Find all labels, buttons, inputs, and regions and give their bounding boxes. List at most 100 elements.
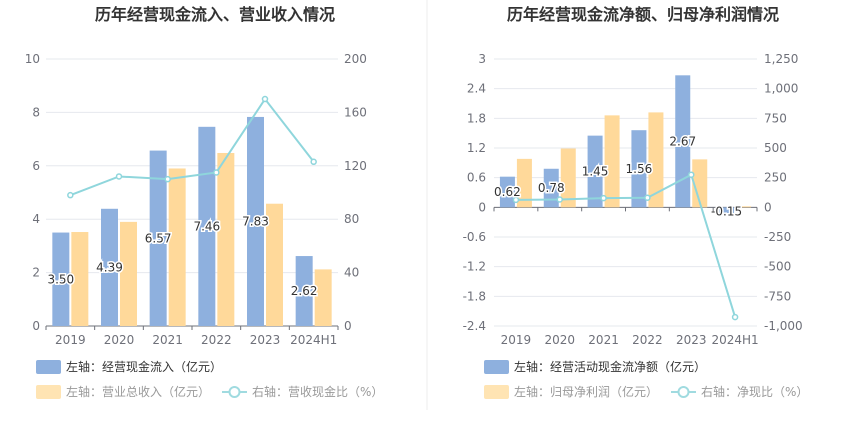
line-point [115,173,123,180]
line-point [164,175,171,183]
y-left-tick-label: -0.6 [463,230,486,244]
chart-cash-inflow-revenue: 历年经营现金流入、营业收入情况 3.50 4.39 6.57 7.46 7.83 2.62… [25,5,383,399]
line-point [600,194,607,202]
data-labels: 3.50 4.39 6.57 7.46 7.83 2.62 [46,213,319,300]
y-left-tick-label: 0 [478,200,486,214]
y-left-tick-label: 6 [32,159,40,173]
x-axis: 2019 2020 2021 2022 2023 2024H1 [493,207,759,347]
legend-swatch [36,385,61,399]
bar-series [52,116,332,327]
legend: 左轴：经营活动现金流净额（亿元） 左轴：归母净利润（亿元） 右轴：净现比（%） [484,359,808,399]
bar [314,269,332,326]
y-left-tick-label: -1.2 [463,260,486,274]
data-label: 3.50 [47,272,74,286]
bar [217,152,235,326]
line-point [67,191,74,199]
y-left-tick-label: -1.8 [463,289,486,303]
legend-item: 左轴：经营活动现金流净额（亿元） [484,359,706,374]
legend: 左轴：经营现金流入（亿元） 左轴：营业总收入（亿元） 右轴：营收现金比（%） [36,359,383,399]
data-label: 7.83 [242,214,269,228]
legend-swatch [36,360,61,374]
x-axis: 2019 2020 2021 2022 2023 2024H1 [45,326,339,347]
y-left-tick-label: -2.4 [463,319,486,333]
x-tick-label: 2024H1 [290,333,337,347]
legend-label: 左轴：经营活动现金流净额（亿元） [514,359,706,374]
data-label: 7.46 [193,219,220,233]
bar [543,168,559,208]
bar [736,206,752,208]
data-label: 4.39 [96,260,123,274]
bar [675,75,691,208]
y-left-tick-label: 1.2 [467,141,486,155]
bar [560,148,576,208]
legend-swatch [484,385,509,399]
y-right-tick-label: 0 [344,319,352,333]
bar [587,135,603,208]
line-point [213,169,220,176]
x-tick-label: 2023 [676,333,707,347]
x-tick-label: 2019 [501,333,532,347]
legend-label: 左轴：营业总收入（亿元） [66,384,210,399]
legend-label: 左轴：经营现金流入（亿元） [66,359,222,374]
y-left-tick-label: 0 [32,319,40,333]
data-labels: 0.62 0.78 1.45 1.56 2.67 -0.15 [493,133,744,220]
data-label: 6.57 [145,231,172,245]
bar [604,115,620,208]
data-label: -0.15 [711,204,742,218]
y-right-tick-label: 200 [344,52,367,66]
line-path [515,173,737,318]
line-point [261,95,269,103]
line-point [556,196,563,203]
x-tick-label: 2024H1 [711,333,758,347]
bar [120,221,137,326]
bar [648,112,664,208]
chart-title: 历年经营现金流净额、归母净利润情况 [507,5,779,24]
y-right-tick-label: -1,000 [764,319,803,333]
data-label: 0.62 [494,185,521,199]
x-tick-label: 2022 [201,333,232,347]
x-tick-label: 2021 [152,333,183,347]
legend-marker [228,386,241,398]
data-label: 2.62 [291,284,318,298]
legend-item: 右轴：营收现金比（%） [222,384,383,399]
y-right-tick-label: 80 [344,212,359,226]
bar [101,208,118,326]
y-right-tick-label: 1,250 [764,52,798,66]
y-right-tick-label: -250 [764,230,791,244]
line-point [731,313,739,321]
bar [266,203,283,326]
legend-label: 右轴：营收现金比（%） [252,384,383,399]
y-axis-left: 0 2 4 6 8 10 [25,52,40,333]
line-point [310,158,317,166]
legend-item: 左轴：营业总收入（亿元） [36,384,210,399]
line-point [688,171,695,178]
bar [719,207,735,215]
y-left-tick-label: 10 [25,52,40,66]
bar [168,168,186,326]
legend-item: 左轴：归母净利润（亿元） [484,384,658,399]
y-right-tick-label: 0 [764,200,772,214]
data-label: 1.45 [582,164,609,178]
bar [295,256,313,326]
y-right-tick-label: 250 [764,171,787,185]
y-right-tick-label: 500 [764,141,787,155]
x-tick-label: 2020 [544,333,575,347]
bar [71,232,89,326]
legend-marker [677,386,690,398]
y-right-tick-label: 120 [344,159,367,173]
bar [631,130,647,208]
y-right-tick-label: -500 [764,260,791,274]
y-right-tick-label: 1,000 [764,82,798,96]
bar [247,116,264,327]
legend-swatch [484,360,509,374]
legend-label: 右轴：净现比（%） [701,384,808,399]
line-path [69,97,315,197]
y-left-tick-label: 4 [32,212,40,226]
y-right-tick-label: 750 [764,111,787,125]
bar [516,158,532,208]
y-axis-left: -2.4 -1.8 -1.2 -0.6 0 0.6 1.2 1.8 2.4 3 [463,52,486,333]
data-label: 1.56 [626,162,653,176]
line-series [67,95,317,199]
y-left-tick-label: 1.8 [467,111,486,125]
